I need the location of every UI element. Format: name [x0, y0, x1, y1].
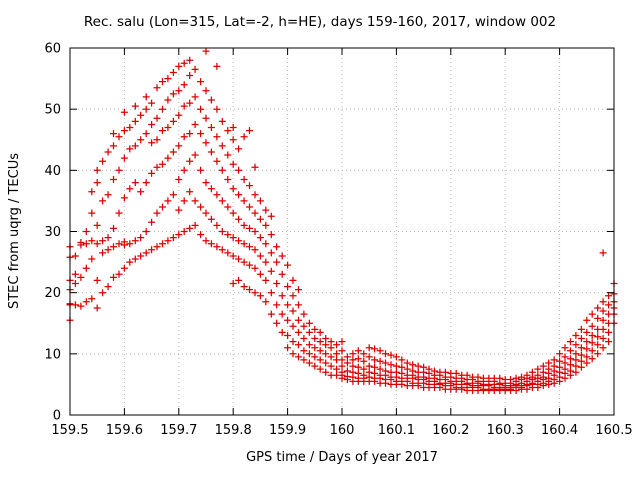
- y-tick-label: 0: [53, 409, 61, 424]
- tick-labels: 159.5 159.6 159.7 159.8 159.9 160 160.1 160.2 16…: [44, 42, 632, 439]
- x-tick-label: 159.7: [160, 423, 197, 438]
- scatter-series: [66, 47, 618, 394]
- x-tick-label: 159.6: [106, 423, 143, 438]
- y-tick-label: 10: [44, 347, 61, 362]
- x-tick-label: 160.2: [432, 423, 469, 438]
- y-tick-label: 30: [44, 225, 61, 240]
- scatter-points: [66, 47, 618, 394]
- x-tick-label: 160.4: [541, 423, 578, 438]
- y-tick-label: 50: [44, 103, 61, 118]
- plot-border: [69, 47, 615, 416]
- y-tick-label: 60: [44, 42, 61, 57]
- x-tick-label: 159.9: [269, 423, 306, 438]
- x-tick-label: 160: [330, 423, 355, 438]
- x-tick-label: 160.1: [378, 423, 415, 438]
- y-tick-label: 20: [44, 286, 61, 301]
- chart-title: Rec. salu (Lon=315, Lat=-2, h=HE), days …: [84, 14, 556, 30]
- x-tick-label: 160.3: [487, 423, 524, 438]
- y-tick-label: 40: [44, 164, 61, 179]
- y-axis-label: STEC from uqrg / TECUs: [7, 153, 22, 309]
- x-tick-label: 159.8: [215, 423, 252, 438]
- x-axis-label: GPS time / Days of year 2017: [246, 450, 438, 465]
- x-tick-label: 159.5: [51, 423, 88, 438]
- x-tick-label: 160.5: [595, 423, 632, 438]
